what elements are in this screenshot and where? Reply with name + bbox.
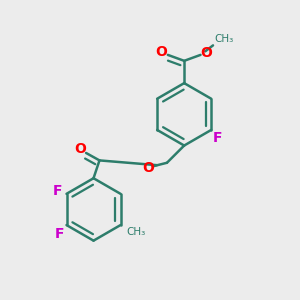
Text: CH₃: CH₃ xyxy=(214,34,234,44)
Text: O: O xyxy=(155,45,167,59)
Text: F: F xyxy=(53,184,62,199)
Text: F: F xyxy=(212,131,222,145)
Text: CH₃: CH₃ xyxy=(127,226,146,237)
Text: O: O xyxy=(200,46,212,60)
Text: F: F xyxy=(55,227,65,241)
Text: O: O xyxy=(142,161,154,175)
Text: O: O xyxy=(74,142,86,156)
